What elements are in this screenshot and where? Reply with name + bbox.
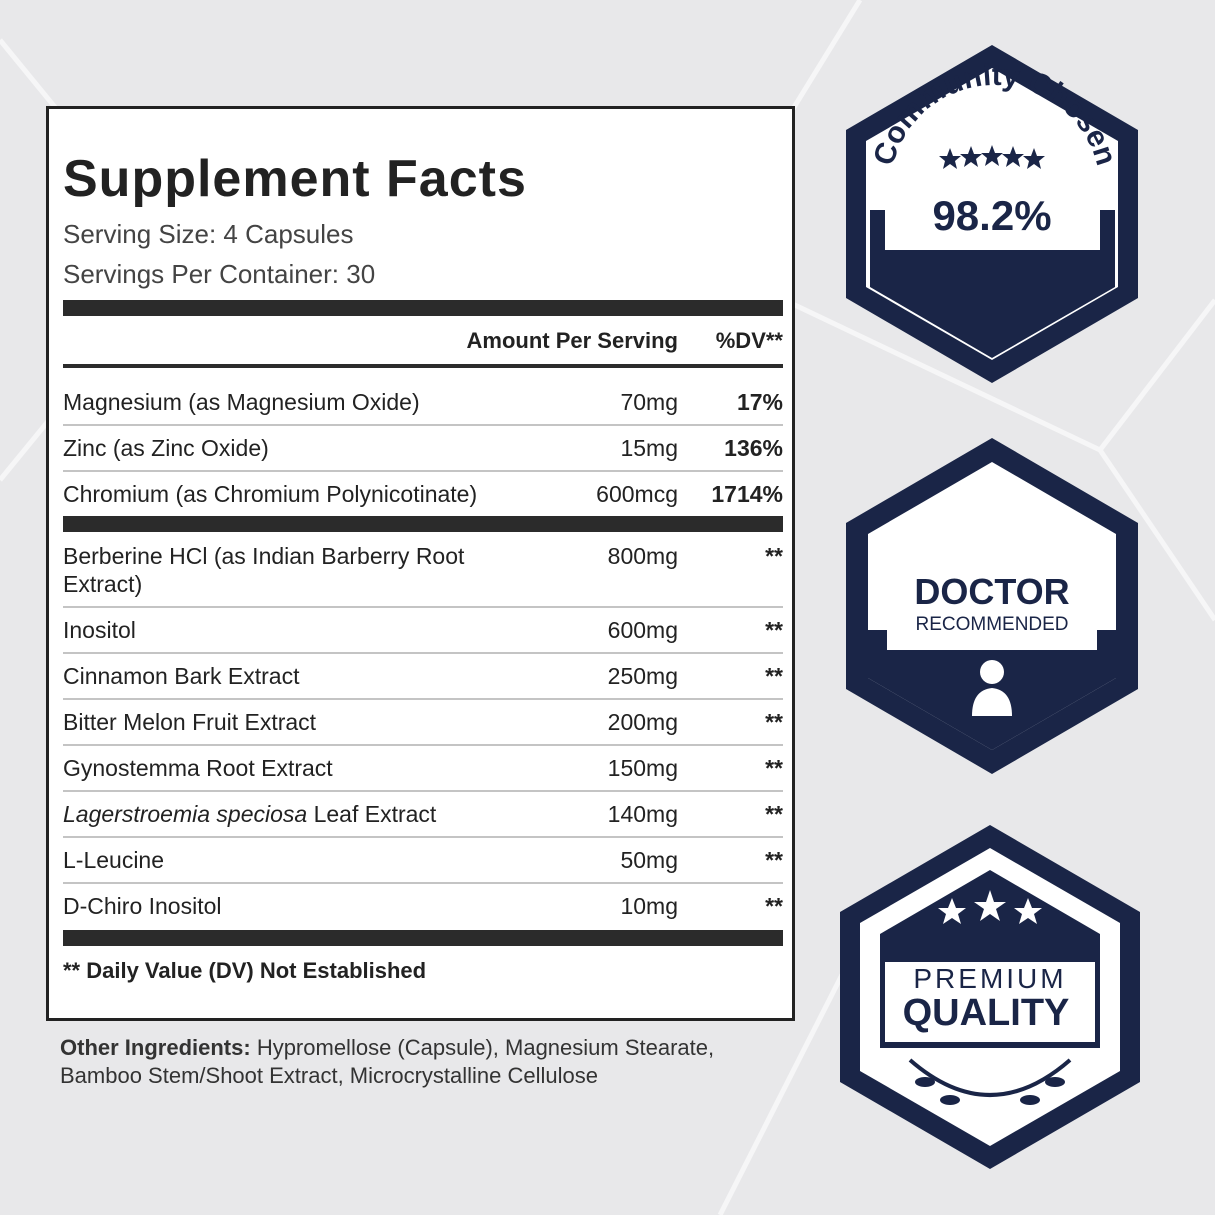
ingredient-name: L-Leucine xyxy=(63,846,533,874)
ingredient-name: Gynostemma Root Extract xyxy=(63,754,533,782)
rows: Berberine HCl (as Indian Barberry Root E… xyxy=(63,532,783,928)
other-text: Hypromellose (Capsule), Magnesium Steara… xyxy=(60,1035,715,1088)
ingredient-dv: ** xyxy=(765,847,783,873)
rows: Magnesium (as Magnesium Oxide) 70mg 17% Zin… xyxy=(63,368,783,516)
ingredient-name-text: Bitter Melon Fruit Extract xyxy=(63,709,317,735)
ingredient-name-italic: Lagerstroemia speciosa xyxy=(63,801,308,827)
divider-bar xyxy=(63,930,783,946)
ingredient-amount: 140mg xyxy=(607,801,678,827)
doctor-line1: DOCTOR xyxy=(914,571,1069,612)
ingredient-row: L-Leucine 50mg ** xyxy=(63,838,783,884)
ingredient-name: Chromium (as Chromium Polynicotinate) xyxy=(63,480,533,508)
ingredient-row: Cinnamon Bark Extract 250mg ** xyxy=(63,654,783,700)
ingredient-dv: 1714% xyxy=(711,481,783,507)
ingredient-name: Lagerstroemia speciosa Leaf Extract xyxy=(63,800,533,828)
ingredient-dv: 17% xyxy=(736,389,783,415)
ingredient-name-text: Inositol xyxy=(63,617,136,643)
column-header: Amount Per Serving %DV** xyxy=(63,316,783,368)
other-ingredients: Other Ingredients: Hypromellose (Capsule… xyxy=(60,1034,740,1090)
ingredient-name: Inositol xyxy=(63,616,533,644)
ingredient-amount: 70mg xyxy=(620,389,678,415)
ingredient-amount: 250mg xyxy=(607,663,678,689)
ingredient-name-text: Cinnamon Bark Extract xyxy=(63,663,300,689)
premium-badge: PREMIUM QUALITY xyxy=(840,825,1140,1169)
other-label: Other Ingredients: xyxy=(60,1035,251,1060)
ingredient-dv: ** xyxy=(765,801,783,827)
community-badge: Community Chosen 98.2% xyxy=(846,45,1138,383)
ingredient-row: Bitter Melon Fruit Extract 200mg ** xyxy=(63,700,783,746)
ingredient-name-text: Gynostemma Root Extract xyxy=(63,755,333,781)
ingredient-row: D-Chiro Inositol 10mg ** xyxy=(63,884,783,928)
ingredient-row: Magnesium (as Magnesium Oxide) 70mg 17% xyxy=(63,380,783,426)
ingredient-amount: 600mcg xyxy=(596,481,678,507)
serving-size: Serving Size: 4 Capsules xyxy=(63,219,354,249)
community-value: 98.2% xyxy=(932,192,1051,239)
ingredient-name-text: Magnesium (as Magnesium Oxide) xyxy=(63,389,420,415)
ingredient-name-text: D-Chiro Inositol xyxy=(63,893,222,919)
ingredient-row: Zinc (as Zinc Oxide) 15mg 136% xyxy=(63,426,783,472)
divider-bar xyxy=(63,516,783,532)
ingredient-amount: 200mg xyxy=(607,709,678,735)
ingredient-dv: 136% xyxy=(724,435,783,461)
ingredient-amount: 150mg xyxy=(607,755,678,781)
doctor-line2: RECOMMENDED xyxy=(915,614,1068,635)
ingredient-name: D-Chiro Inositol xyxy=(63,892,533,920)
servings-per-container: Servings Per Container: 30 xyxy=(63,259,376,289)
ingredient-amount: 800mg xyxy=(607,543,678,569)
ingredient-name-text: Leaf Extract xyxy=(313,801,437,827)
ingredient-name: Cinnamon Bark Extract xyxy=(63,662,533,690)
ingredient-amount: 50mg xyxy=(620,847,678,873)
ingredient-name-text: Chromium (as Chromium Polynicotinate) xyxy=(63,481,478,507)
facts-body: Amount Per Serving %DV** Magnesium (as Ma… xyxy=(63,300,783,984)
ingredient-name: Bitter Melon Fruit Extract xyxy=(63,708,533,736)
doctor-badge: DOCTOR RECOMMENDED xyxy=(846,438,1138,774)
amount-header: Amount Per Serving xyxy=(466,328,678,353)
premium-line1: PREMIUM xyxy=(913,963,1066,994)
ingredient-amount: 10mg xyxy=(620,893,678,919)
ingredient-dv: ** xyxy=(765,755,783,781)
ingredient-name-text: Zinc (as Zinc Oxide) xyxy=(63,435,269,461)
ingredient-dv: ** xyxy=(765,709,783,735)
ingredient-dv: ** xyxy=(765,617,783,643)
ingredient-name: Magnesium (as Magnesium Oxide) xyxy=(63,388,533,416)
facts-panel: Supplement Facts Serving Size: 4 Capsule… xyxy=(46,106,795,1021)
ingredient-dv: ** xyxy=(765,663,783,689)
ingredient-row: Chromium (as Chromium Polynicotinate) 600… xyxy=(63,472,783,516)
ingredient-name: Zinc (as Zinc Oxide) xyxy=(63,434,533,462)
ingredient-dv: ** xyxy=(765,893,783,919)
ingredient-dv: ** xyxy=(765,543,783,569)
premium-line2: QUALITY xyxy=(903,992,1070,1034)
ingredient-row: Inositol 600mg ** xyxy=(63,608,783,654)
ingredient-row: Gynostemma Root Extract 150mg ** xyxy=(63,746,783,792)
footnote: ** Daily Value (DV) Not Established xyxy=(63,958,427,983)
divider-bar xyxy=(63,300,783,316)
ingredient-amount: 600mg xyxy=(607,617,678,643)
ingredient-name: Berberine HCl (as Indian Barberry Root E… xyxy=(63,542,533,598)
ingredient-row: Lagerstroemia speciosa Leaf Extract 140mg… xyxy=(63,792,783,838)
ingredient-name-text: Berberine HCl (as Indian Barberry Root E… xyxy=(63,543,465,597)
dv-header: %DV** xyxy=(715,328,783,353)
ingredient-name-text: L-Leucine xyxy=(63,847,165,873)
ingredient-row: Berberine HCl (as Indian Barberry Root E… xyxy=(63,534,783,608)
ingredient-amount: 15mg xyxy=(620,435,678,461)
facts-title: Supplement Facts xyxy=(63,150,527,208)
